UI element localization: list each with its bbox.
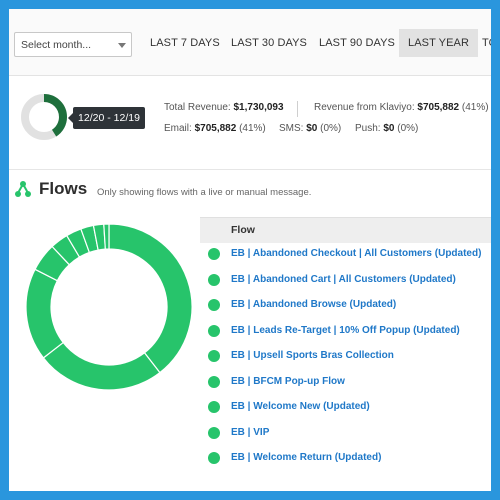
status-dot-icon: [208, 299, 220, 311]
flow-slice[interactable]: [103, 223, 110, 250]
status-dot-icon: [208, 350, 220, 362]
sms-percent: (0%): [320, 123, 342, 134]
status-dot-icon: [208, 273, 220, 286]
flow-link[interactable]: EB | Abandoned Checkout | All Customers …: [231, 248, 482, 259]
email-label: Email:: [164, 123, 192, 134]
flows-subtitle: Only showing flows with a live or manual…: [97, 187, 312, 198]
push-percent: (0%): [397, 123, 419, 134]
sms-revenue-stat: SMS: $0 (0%): [279, 123, 341, 134]
flow-link[interactable]: EB | VIP: [231, 426, 270, 438]
range-last-30-days[interactable]: LAST 30 DAYS: [231, 37, 307, 49]
flow-row: EB | Welcome New (Updated): [200, 395, 491, 420]
push-label: Push:: [355, 123, 381, 134]
status-dot-icon: [208, 324, 220, 337]
date-range-badge: 12/20 - 12/19: [68, 107, 145, 129]
range-last-90-days[interactable]: LAST 90 DAYS: [319, 37, 395, 49]
flow-link[interactable]: EB | Abandoned Cart | All Customers (Upd…: [231, 273, 456, 285]
flow-row: EB | Welcome Return (Updated): [200, 446, 491, 471]
flow-row: EB | Leads Re-Target | 10% Off Popup (Up…: [200, 319, 491, 344]
email-revenue-stat: Email: $705,882 (41%): [164, 123, 266, 134]
total-revenue-label: Total Revenue:: [164, 102, 231, 113]
range-last-year[interactable]: LAST YEAR: [399, 29, 479, 57]
flows-title: Flows: [39, 179, 88, 198]
month-select-label: Select month...: [21, 39, 92, 51]
push-value: $0: [383, 123, 395, 134]
email-value: $705,882: [194, 123, 237, 134]
total-revenue-value: $1,730,093: [233, 102, 284, 113]
flows-icon: [15, 181, 31, 197]
klaviyo-value: $705,882: [417, 102, 460, 113]
flow-row: EB | Abandoned Checkout | All Customers …: [200, 242, 491, 267]
stat-divider: [297, 101, 298, 117]
flow-link[interactable]: EB | Leads Re-Target | 10% Off Popup (Up…: [231, 324, 460, 336]
flow-slice[interactable]: [25, 268, 65, 359]
range-last-7-days[interactable]: LAST 7 DAYS: [150, 37, 220, 49]
total-revenue-stat: Total Revenue: $1,730,093: [164, 102, 284, 113]
flow-link[interactable]: EB | Abandoned Browse (Updated): [231, 299, 397, 310]
flow-slice[interactable]: [42, 341, 161, 391]
flows-report-panel: Select month... LAST 7 DAYS LAST 30 DAYS…: [9, 9, 491, 491]
status-dot-icon: [208, 452, 220, 464]
klaviyo-percent: (41%): [461, 102, 489, 113]
flow-row: EB | BFCM Pop-up Flow: [200, 370, 491, 395]
flow-row: EB | Abandoned Cart | All Customers (Upd…: [200, 268, 491, 293]
klaviyo-revenue-stat: Revenue from Klaviyo: $705,882 (41%): [314, 102, 489, 113]
chevron-down-icon: [118, 43, 126, 48]
flow-slice[interactable]: [108, 223, 193, 374]
flow-row: EB | Upsell Sports Bras Collection: [200, 344, 491, 369]
klaviyo-label: Revenue from Klaviyo:: [314, 102, 415, 113]
month-select[interactable]: Select month...: [14, 32, 132, 57]
section-divider: [9, 169, 491, 170]
flow-link[interactable]: EB | Welcome New (Updated): [231, 401, 370, 412]
revenue-share-donut: [21, 94, 67, 140]
push-revenue-stat: Push: $0 (0%): [355, 123, 418, 134]
sms-value: $0: [306, 123, 318, 134]
email-percent: (41%): [239, 123, 266, 134]
flows-revenue-donut: [25, 223, 193, 391]
flow-column-header: Flow: [231, 224, 255, 236]
status-dot-icon: [208, 426, 220, 439]
klaviyo-share-arc: [21, 94, 67, 140]
date-range-toolbar: Select month... LAST 7 DAYS LAST 30 DAYS…: [9, 9, 491, 76]
flow-link[interactable]: EB | Upsell Sports Bras Collection: [231, 350, 394, 361]
status-dot-icon: [208, 401, 220, 413]
flow-link[interactable]: EB | Welcome Return (Updated): [231, 452, 382, 463]
range-to[interactable]: TO: [482, 37, 491, 49]
sms-label: SMS:: [279, 123, 304, 134]
flows-table-header: Flow: [200, 217, 491, 243]
status-dot-icon: [208, 248, 220, 260]
flow-link[interactable]: EB | BFCM Pop-up Flow: [231, 375, 345, 387]
flow-row: EB | VIP: [200, 421, 491, 446]
status-dot-icon: [208, 375, 220, 388]
flow-row: EB | Abandoned Browse (Updated): [200, 293, 491, 318]
